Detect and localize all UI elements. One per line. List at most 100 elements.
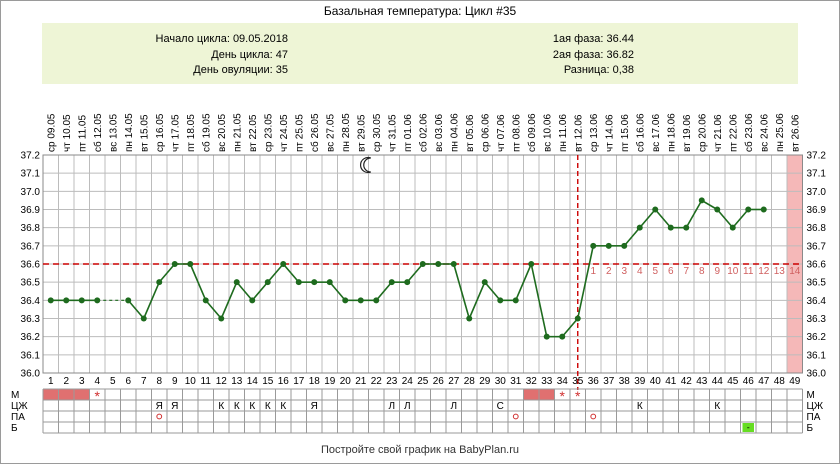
y-tick-label-left: 37.0 <box>21 187 41 198</box>
y-tick-label-left: 36.2 <box>21 332 41 343</box>
temperature-point <box>373 297 380 304</box>
cj-mark: К <box>218 401 224 412</box>
y-tick-label-right: 36.6 <box>807 260 827 271</box>
temperature-point <box>745 206 752 213</box>
temperature-point <box>512 297 519 304</box>
temperature-segment <box>251 281 269 301</box>
x-date-label: ср 30.05 <box>372 113 383 152</box>
temperature-segment <box>623 227 641 247</box>
temperature-point <box>342 297 349 304</box>
pa-mark <box>590 413 597 420</box>
temperature-point <box>202 297 209 304</box>
temperature-point <box>156 279 163 286</box>
temperature-point <box>760 206 767 213</box>
y-tick-label-right: 36.5 <box>807 278 827 289</box>
table-row-label-left: ПА <box>11 412 25 423</box>
cycle-info-left: Начало цикла: 09.05.2018 День цикла: 47 … <box>42 32 288 79</box>
luteal-day-label: 7 <box>683 266 689 277</box>
luteal-day-label: 4 <box>637 266 643 277</box>
y-tick-label-right: 37.0 <box>807 187 827 198</box>
phase2-row: 2ая фаза: 36.82 <box>482 48 634 64</box>
temperature-segment <box>468 281 486 319</box>
x-date-label: ср 16.05 <box>155 113 166 152</box>
x-date-label: пн 14.05 <box>124 113 135 152</box>
cycle-day-number: 1 <box>48 376 54 387</box>
x-date-label: чт 10.05 <box>62 114 73 152</box>
cycle-day-number: 25 <box>417 376 429 387</box>
temperature-point <box>481 279 488 286</box>
x-date-label: пт 18.05 <box>186 114 197 152</box>
cycle-info-panel: Начало цикла: 09.05.2018 День цикла: 47 … <box>42 23 798 84</box>
temperature-point <box>714 206 721 213</box>
footer-link[interactable]: Постройте свой график на BabyPlan.ru <box>320 444 520 456</box>
y-tick-label-left: 36.9 <box>21 205 41 216</box>
temperature-point <box>435 261 442 267</box>
temperature-point <box>636 224 643 231</box>
ovulation-day-label: День овуляции: <box>193 64 273 76</box>
x-date-label: ср 20.06 <box>697 113 708 152</box>
temperature-segment <box>716 208 734 229</box>
cycle-day-number: 13 <box>231 376 243 387</box>
temperature-point <box>47 297 54 304</box>
cycle-day-number: 21 <box>355 376 367 387</box>
temperature-segment <box>515 263 532 301</box>
temperature-segment <box>732 208 749 229</box>
temperature-point <box>729 224 736 231</box>
x-date-label: пт 01.06 <box>403 114 414 152</box>
cycle-day-row: День цикла: 47 <box>42 48 288 64</box>
temperature-point <box>233 279 240 286</box>
cycle-day-number: 29 <box>479 376 491 387</box>
x-date-label: пт 15.06 <box>620 114 631 152</box>
cycle-day-label: День цикла: <box>211 48 273 61</box>
x-date-label: чт 07.06 <box>496 114 507 152</box>
temperature-point <box>295 279 302 286</box>
temperature-segment <box>452 263 471 319</box>
luteal-day-label: 10 <box>727 266 739 277</box>
temperature-point <box>187 261 194 267</box>
x-date-label: вт 15.05 <box>139 114 150 152</box>
table-row-label-left: ЦЖ <box>11 401 28 412</box>
x-date-label: вс 10.06 <box>542 114 553 152</box>
x-date-label: ср 09.05 <box>46 113 57 152</box>
x-date-label: вс 27.05 <box>325 114 336 152</box>
temperature-point <box>171 261 178 267</box>
table-row-label-left: Б <box>11 423 18 434</box>
x-date-label: сб 26.05 <box>309 113 321 152</box>
x-date-label: вс 03.06 <box>434 114 445 152</box>
temperature-point <box>125 297 132 304</box>
x-date-label: пн 28.05 <box>341 113 352 152</box>
temperature-point <box>311 279 318 286</box>
difference-label: Разница: <box>563 64 610 76</box>
x-date-label: пн 25.06 <box>775 113 786 152</box>
cj-mark: Л <box>404 401 411 412</box>
cycle-day-number: 36 <box>588 376 600 387</box>
cycle-day-number: 22 <box>371 376 383 387</box>
menstruation-cell <box>539 389 555 400</box>
cycle-day-number: 5 <box>110 376 116 387</box>
temperature-point <box>264 279 271 286</box>
x-date-label: вс 13.05 <box>108 114 119 152</box>
table-row-label-right: М <box>807 390 815 401</box>
luteal-day-label: 13 <box>774 266 786 277</box>
x-date-label: вс 20.05 <box>217 114 228 152</box>
temperature-point <box>63 297 70 304</box>
cycle-info-right: 1ая фаза: 36.44 2ая фаза: 36.82 Разница:… <box>482 32 634 79</box>
temperature-point <box>621 242 628 249</box>
cj-mark: Я <box>171 401 178 412</box>
cycle-day-number: 3 <box>79 376 85 387</box>
temperature-point <box>590 242 597 249</box>
moon-icon <box>360 156 371 174</box>
temperature-segment <box>267 263 284 283</box>
cycle-day-number: 40 <box>650 376 662 387</box>
cycle-day-number: 34 <box>557 376 569 387</box>
cycle-day-number: 11 <box>201 376 212 387</box>
y-tick-label-right: 36.1 <box>807 350 827 361</box>
temperature-segment <box>561 317 579 338</box>
cycle-day-number: 15 <box>262 376 274 387</box>
cj-mark: К <box>265 401 271 412</box>
temperature-point <box>388 279 395 286</box>
star-mark: * <box>95 388 101 404</box>
x-date-label: вс 24.06 <box>759 114 770 152</box>
bbt-chart: 36.0 36.0 36.1 36.1 36.2 36.2 36.3 36.3 36.4 36.4… <box>11 113 827 434</box>
temperature-point <box>249 297 256 304</box>
